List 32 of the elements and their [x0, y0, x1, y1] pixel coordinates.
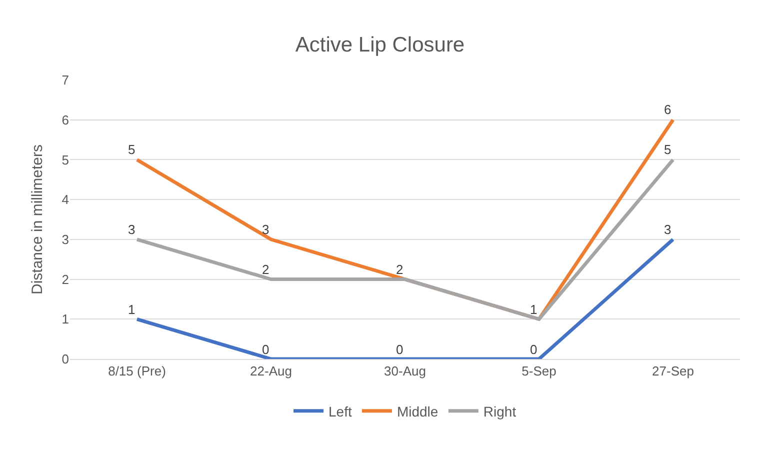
y-axis-title: Distance in millimeters: [29, 144, 46, 295]
data-label: 5: [128, 142, 136, 157]
y-tick-label: 6: [62, 112, 69, 128]
x-tick-label: 5-Sep: [522, 364, 556, 379]
x-tick-label: 27-Sep: [652, 364, 694, 379]
legend-label: Left: [328, 403, 352, 420]
y-tick-label: 0: [62, 352, 69, 367]
x-tick-label: 30-Aug: [384, 364, 426, 379]
chart-title: Active Lip Closure: [295, 33, 465, 56]
y-tick-label: 3: [62, 232, 69, 247]
line-series: [135, 158, 675, 321]
data-label: 0: [396, 342, 404, 357]
legend-label: Middle: [396, 403, 438, 420]
data-label: 5: [664, 142, 672, 157]
legend-label: Right: [483, 403, 516, 420]
data-label: 0: [262, 342, 270, 357]
data-label: 3: [128, 222, 136, 237]
data-label: 3: [262, 222, 270, 237]
data-label: 3: [664, 222, 672, 237]
y-tick-label: 2: [62, 272, 69, 287]
data-label: 6: [664, 102, 672, 117]
y-tick-label: 4: [62, 192, 69, 208]
data-label: 1: [128, 302, 136, 317]
data-label: 2: [396, 262, 404, 277]
x-tick-label: 22-Aug: [250, 364, 292, 379]
data-label: 1: [530, 302, 538, 317]
y-tick-label: 7: [62, 72, 69, 88]
data-label: 2: [262, 262, 270, 277]
y-tick-label: 5: [62, 152, 69, 168]
x-tick-label: 8/15 (Pre): [108, 364, 166, 379]
y-tick-label: 1: [62, 312, 69, 327]
data-label: 0: [530, 342, 538, 357]
